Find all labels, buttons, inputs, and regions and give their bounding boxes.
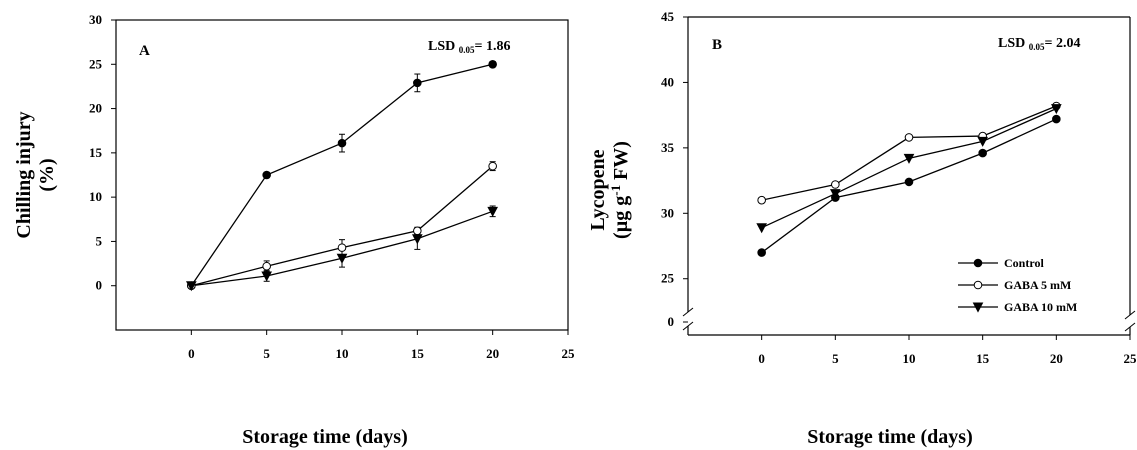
axis-break-right-1 (1124, 310, 1136, 320)
y-tick-label: 5 (96, 233, 103, 248)
y-axis-label-a-line1: Chilling injury (13, 111, 35, 238)
y-tick-label: 25 (661, 271, 675, 286)
x-tick-label: 15 (411, 346, 425, 361)
data-point (488, 59, 497, 69)
y-axis-label-b-line1: Lycopene (587, 149, 609, 230)
data-point (830, 189, 841, 200)
legend-entry: GABA 5 mM (958, 278, 1071, 292)
y-tick-label: 45 (661, 9, 675, 24)
lsd-annotation-a: LSD 0.05= 1.86 (428, 39, 510, 55)
series-group-b (756, 101, 1062, 257)
y-tick-label: 30 (661, 205, 674, 220)
x-axis-ticks-a: 0 5 10 15 20 25 (188, 330, 575, 361)
data-point (903, 153, 915, 164)
data-point (186, 281, 197, 292)
y-axis-ticks-b: 0 25 30 35 40 45 (661, 9, 688, 329)
x-tick-label: 25 (1124, 351, 1137, 366)
x-tick-label: 0 (188, 346, 195, 361)
data-point (336, 253, 348, 264)
data-point (262, 261, 271, 271)
y-axis-ticks-a: 0 5 10 15 20 25 30 (89, 12, 116, 293)
y-tick-label: 40 (661, 74, 674, 89)
panel-label-a: A (139, 43, 150, 59)
y-tick-label: 25 (89, 56, 103, 71)
data-point (337, 138, 347, 148)
legend-entry: Control (958, 256, 1044, 270)
x-tick-label: 10 (903, 351, 916, 366)
x-tick-label: 10 (336, 346, 349, 361)
y-tick-label: 35 (661, 140, 675, 155)
x-axis-label-a: Storage time (days) (242, 426, 408, 448)
panel-label-b: B (712, 37, 722, 53)
legend-entry: GABA 10 mM (958, 300, 1077, 314)
y-axis-label-a-line2: (%) (36, 158, 58, 191)
x-tick-label: 25 (562, 346, 576, 361)
data-point (904, 177, 914, 187)
data-point (977, 136, 988, 147)
series-line (191, 165, 494, 287)
data-point (904, 133, 914, 142)
legend-marker (972, 302, 984, 313)
x-tick-label: 15 (976, 351, 990, 366)
data-point (413, 226, 422, 236)
axis-break-right-2 (1124, 322, 1136, 332)
data-point (337, 243, 347, 252)
data-point (757, 248, 766, 257)
series-line (761, 108, 1057, 229)
x-tick-label: 5 (832, 351, 839, 366)
data-point (262, 170, 271, 180)
data-point (757, 195, 766, 205)
chart-panel-a: 0 5 10 15 20 25 30 0 5 10 15 20 25 A LSD 0.05= 1.86… (13, 12, 575, 448)
data-point (756, 223, 767, 234)
y-tick-label: 0 (668, 314, 675, 329)
y-tick-label: 10 (89, 189, 102, 204)
x-tick-label: 5 (263, 346, 270, 361)
legend-label: Control (1004, 256, 1044, 270)
data-point (1052, 114, 1061, 124)
legend-b: Control GABA 5 mM GABA 10 mM (958, 256, 1077, 314)
legend-marker (973, 258, 983, 268)
legend-label: GABA 10 mM (1004, 300, 1077, 314)
data-point (412, 234, 423, 245)
data-point (1051, 104, 1062, 115)
axis-break-left-1 (682, 307, 694, 317)
x-tick-label: 20 (1050, 351, 1063, 366)
data-point (488, 161, 497, 171)
data-point (413, 78, 422, 88)
plot-frame-a (115, 19, 569, 331)
x-axis-label-b: Storage time (days) (807, 426, 973, 448)
y-tick-label: 0 (96, 278, 103, 293)
x-tick-label: 20 (486, 346, 499, 361)
y-tick-label: 30 (89, 12, 102, 27)
y-tick-label: 20 (89, 101, 102, 116)
data-point (831, 180, 840, 189)
lsd-annotation-b: LSD 0.05= 2.04 (998, 36, 1080, 52)
data-point (261, 271, 272, 282)
data-point (978, 148, 987, 158)
x-axis-ticks-b: 0 5 10 15 20 25 (758, 335, 1137, 366)
data-point (487, 206, 498, 217)
y-axis-label-b-line2: (µg g-1 FW) (608, 141, 632, 239)
axis-break-left-2 (682, 321, 694, 331)
legend-marker (973, 280, 983, 290)
y-tick-label: 15 (89, 145, 103, 160)
x-tick-label: 0 (758, 351, 765, 366)
legend-label: GABA 5 mM (1004, 278, 1071, 292)
series-group-a (186, 59, 498, 292)
